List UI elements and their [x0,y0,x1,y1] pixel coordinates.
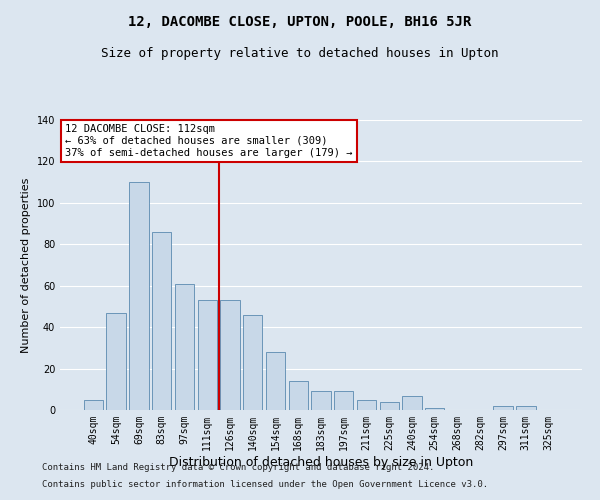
Text: 12, DACOMBE CLOSE, UPTON, POOLE, BH16 5JR: 12, DACOMBE CLOSE, UPTON, POOLE, BH16 5J… [128,15,472,29]
Text: Size of property relative to detached houses in Upton: Size of property relative to detached ho… [101,48,499,60]
Text: 12 DACOMBE CLOSE: 112sqm
← 63% of detached houses are smaller (309)
37% of semi-: 12 DACOMBE CLOSE: 112sqm ← 63% of detach… [65,124,353,158]
Bar [243,314,262,410]
Bar [425,408,445,410]
Bar [175,284,194,410]
Bar [84,400,103,410]
Bar [403,396,422,410]
Bar [220,300,239,410]
Bar [129,182,149,410]
Bar [357,400,376,410]
Y-axis label: Number of detached properties: Number of detached properties [21,178,31,352]
X-axis label: Distribution of detached houses by size in Upton: Distribution of detached houses by size … [169,456,473,468]
Text: Contains public sector information licensed under the Open Government Licence v3: Contains public sector information licen… [42,480,488,489]
Bar [334,392,353,410]
Bar [197,300,217,410]
Bar [289,381,308,410]
Bar [311,392,331,410]
Bar [152,232,172,410]
Bar [493,406,513,410]
Bar [516,406,536,410]
Bar [380,402,399,410]
Bar [266,352,285,410]
Bar [106,312,126,410]
Text: Contains HM Land Registry data © Crown copyright and database right 2024.: Contains HM Land Registry data © Crown c… [42,464,434,472]
